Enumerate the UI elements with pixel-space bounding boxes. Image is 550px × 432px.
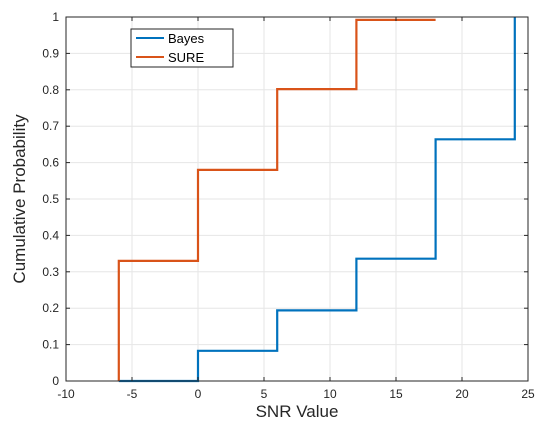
legend: Bayes SURE (130, 28, 234, 68)
x-tick-label: 25 (521, 387, 535, 401)
legend-label-sure: SURE (168, 50, 204, 65)
legend-box (130, 28, 234, 68)
x-tick-label: 0 (195, 387, 202, 401)
x-tick-label: -5 (127, 387, 138, 401)
x-axis-label: SNR Value (256, 402, 339, 421)
y-tick-label: 0.9 (42, 46, 59, 60)
y-tick-label: 0.7 (42, 119, 59, 133)
x-tick-label: 10 (323, 387, 337, 401)
y-tick-label: 1 (52, 10, 59, 24)
x-tick-label: 15 (389, 387, 403, 401)
y-tick-label: 0.8 (42, 83, 59, 97)
y-tick-label: 0.2 (42, 301, 59, 315)
x-tick-label: -10 (57, 387, 75, 401)
tick-layer: -10 -5 0 5 10 15 20 25 0 0.1 0.2 0.3 0.4 0.5 0.6 0.7 0.8… (42, 10, 535, 401)
series-line-sure (117, 18, 436, 381)
y-tick-label: 0.6 (42, 156, 59, 170)
y-tick-label: 0.5 (42, 192, 59, 206)
legend-label-bayes: Bayes (168, 31, 205, 46)
y-tick-label: 0 (52, 374, 59, 388)
y-axis-label: Cumulative Probability (10, 114, 29, 284)
y-tick-label: 0.4 (42, 228, 59, 242)
y-tick-label: 0.3 (42, 265, 59, 279)
x-tick-label: 20 (455, 387, 469, 401)
series-line-bayes (118, 17, 516, 383)
y-tick-label: 0.1 (42, 338, 59, 352)
series-layer (117, 17, 516, 383)
x-tick-label: 5 (261, 387, 268, 401)
